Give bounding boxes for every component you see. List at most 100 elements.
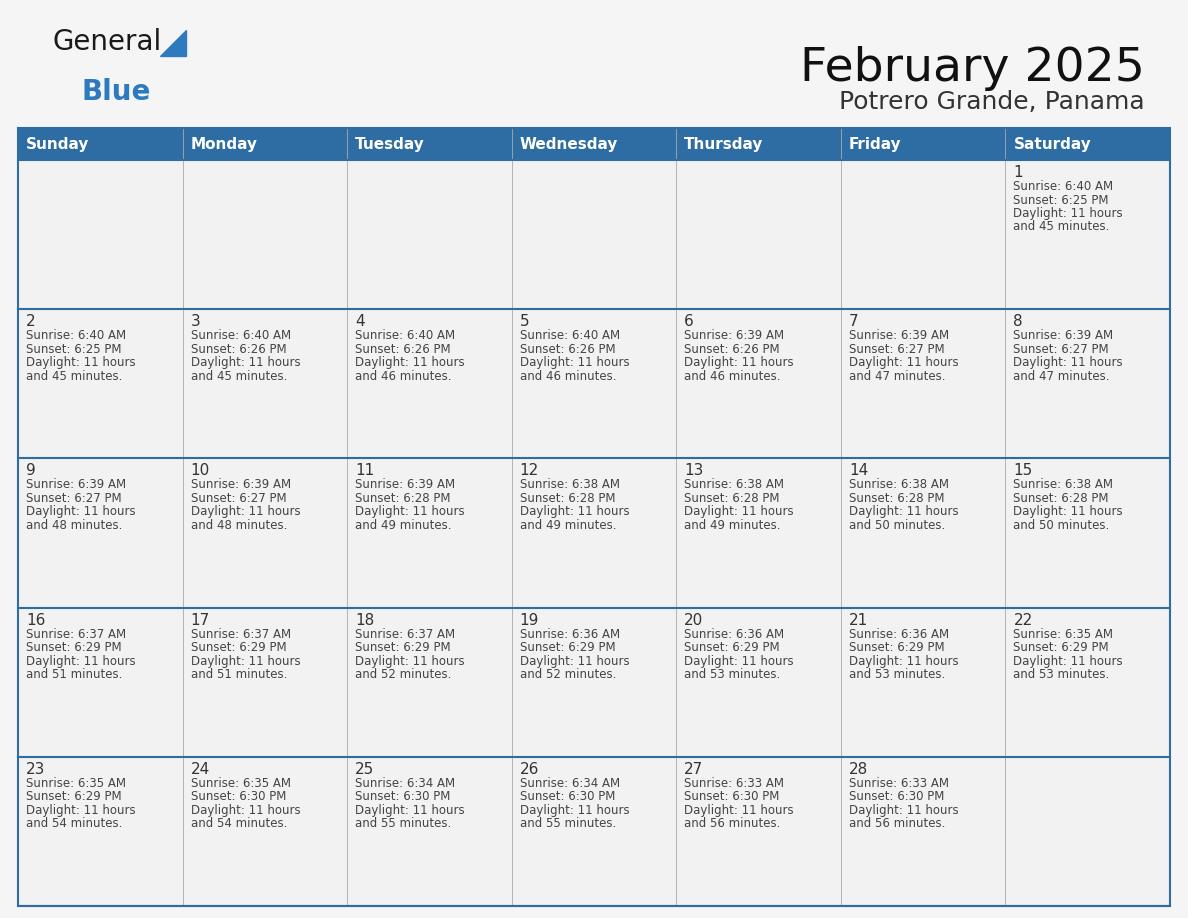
Text: Sunrise: 6:39 AM: Sunrise: 6:39 AM: [684, 330, 784, 342]
Bar: [347, 160, 512, 309]
Text: Sunset: 6:29 PM: Sunset: 6:29 PM: [1013, 641, 1110, 655]
Text: Sunset: 6:29 PM: Sunset: 6:29 PM: [684, 641, 779, 655]
Bar: [183, 309, 347, 458]
Text: Sunrise: 6:34 AM: Sunrise: 6:34 AM: [519, 777, 620, 789]
Text: Daylight: 11 hours: Daylight: 11 hours: [26, 804, 135, 817]
Text: Daylight: 11 hours: Daylight: 11 hours: [1013, 207, 1123, 220]
Text: and 55 minutes.: and 55 minutes.: [519, 817, 615, 830]
Text: Sunset: 6:30 PM: Sunset: 6:30 PM: [355, 790, 450, 803]
Text: Sunrise: 6:38 AM: Sunrise: 6:38 AM: [1013, 478, 1113, 491]
Bar: [183, 458, 347, 608]
Text: Sunrise: 6:38 AM: Sunrise: 6:38 AM: [519, 478, 620, 491]
Text: Monday: Monday: [190, 137, 258, 151]
Bar: [676, 756, 841, 906]
Text: Sunset: 6:29 PM: Sunset: 6:29 PM: [519, 641, 615, 655]
Text: 24: 24: [190, 762, 210, 777]
Bar: [347, 458, 512, 608]
Text: Daylight: 11 hours: Daylight: 11 hours: [26, 655, 135, 667]
Text: Sunrise: 6:39 AM: Sunrise: 6:39 AM: [190, 478, 291, 491]
Text: and 52 minutes.: and 52 minutes.: [355, 668, 451, 681]
Text: 21: 21: [849, 612, 868, 628]
Text: Sunset: 6:26 PM: Sunset: 6:26 PM: [684, 342, 779, 355]
Text: Friday: Friday: [849, 137, 902, 151]
Text: and 50 minutes.: and 50 minutes.: [849, 519, 946, 532]
Text: Sunrise: 6:37 AM: Sunrise: 6:37 AM: [190, 628, 291, 641]
Bar: [183, 756, 347, 906]
Text: Daylight: 11 hours: Daylight: 11 hours: [684, 356, 794, 369]
Text: Sunrise: 6:37 AM: Sunrise: 6:37 AM: [26, 628, 126, 641]
Text: 2: 2: [26, 314, 36, 330]
Text: 17: 17: [190, 612, 210, 628]
Text: Sunrise: 6:40 AM: Sunrise: 6:40 AM: [1013, 180, 1113, 193]
Text: and 45 minutes.: and 45 minutes.: [26, 370, 122, 383]
Bar: [347, 608, 512, 756]
Text: 7: 7: [849, 314, 859, 330]
Bar: [1005, 160, 1170, 309]
Text: Daylight: 11 hours: Daylight: 11 hours: [26, 356, 135, 369]
Bar: [512, 608, 676, 756]
Text: Daylight: 11 hours: Daylight: 11 hours: [26, 506, 135, 519]
Text: 4: 4: [355, 314, 365, 330]
Text: and 45 minutes.: and 45 minutes.: [190, 370, 287, 383]
Text: Daylight: 11 hours: Daylight: 11 hours: [1013, 506, 1123, 519]
Text: and 46 minutes.: and 46 minutes.: [684, 370, 781, 383]
Text: and 56 minutes.: and 56 minutes.: [684, 817, 781, 830]
Text: and 53 minutes.: and 53 minutes.: [1013, 668, 1110, 681]
Text: Sunday: Sunday: [26, 137, 89, 151]
Text: Sunrise: 6:40 AM: Sunrise: 6:40 AM: [355, 330, 455, 342]
Text: Sunrise: 6:37 AM: Sunrise: 6:37 AM: [355, 628, 455, 641]
Text: Wednesday: Wednesday: [519, 137, 618, 151]
Text: and 54 minutes.: and 54 minutes.: [26, 817, 122, 830]
Text: Daylight: 11 hours: Daylight: 11 hours: [519, 506, 630, 519]
Text: Sunset: 6:28 PM: Sunset: 6:28 PM: [849, 492, 944, 505]
Text: and 49 minutes.: and 49 minutes.: [684, 519, 781, 532]
Bar: [512, 756, 676, 906]
Bar: [18, 160, 183, 309]
Text: and 53 minutes.: and 53 minutes.: [684, 668, 781, 681]
Text: Sunset: 6:27 PM: Sunset: 6:27 PM: [190, 492, 286, 505]
Text: 9: 9: [26, 464, 36, 478]
Text: Sunrise: 6:40 AM: Sunrise: 6:40 AM: [519, 330, 620, 342]
Text: 23: 23: [26, 762, 45, 777]
Text: Sunset: 6:29 PM: Sunset: 6:29 PM: [190, 641, 286, 655]
Bar: [512, 458, 676, 608]
Text: and 52 minutes.: and 52 minutes.: [519, 668, 617, 681]
Bar: [18, 309, 183, 458]
Text: General: General: [52, 28, 162, 56]
Text: Sunset: 6:28 PM: Sunset: 6:28 PM: [1013, 492, 1108, 505]
Text: Daylight: 11 hours: Daylight: 11 hours: [684, 804, 794, 817]
Text: Tuesday: Tuesday: [355, 137, 425, 151]
Text: Sunset: 6:28 PM: Sunset: 6:28 PM: [355, 492, 450, 505]
Text: Daylight: 11 hours: Daylight: 11 hours: [849, 356, 959, 369]
Bar: [841, 756, 1005, 906]
Bar: [512, 160, 676, 309]
Bar: [1005, 608, 1170, 756]
Text: Daylight: 11 hours: Daylight: 11 hours: [849, 506, 959, 519]
Text: Sunset: 6:30 PM: Sunset: 6:30 PM: [519, 790, 615, 803]
Text: Sunrise: 6:34 AM: Sunrise: 6:34 AM: [355, 777, 455, 789]
Text: Daylight: 11 hours: Daylight: 11 hours: [190, 804, 301, 817]
Text: Sunset: 6:27 PM: Sunset: 6:27 PM: [849, 342, 944, 355]
Text: Sunset: 6:30 PM: Sunset: 6:30 PM: [684, 790, 779, 803]
Text: Sunrise: 6:39 AM: Sunrise: 6:39 AM: [1013, 330, 1113, 342]
Text: Thursday: Thursday: [684, 137, 764, 151]
Text: Daylight: 11 hours: Daylight: 11 hours: [1013, 356, 1123, 369]
Text: 19: 19: [519, 612, 539, 628]
Text: Sunrise: 6:39 AM: Sunrise: 6:39 AM: [849, 330, 949, 342]
Text: and 47 minutes.: and 47 minutes.: [849, 370, 946, 383]
Text: Daylight: 11 hours: Daylight: 11 hours: [849, 804, 959, 817]
Bar: [183, 608, 347, 756]
Bar: [18, 608, 183, 756]
Bar: [1005, 309, 1170, 458]
Text: Sunrise: 6:39 AM: Sunrise: 6:39 AM: [26, 478, 126, 491]
Bar: [512, 309, 676, 458]
Text: and 45 minutes.: and 45 minutes.: [1013, 220, 1110, 233]
Text: Daylight: 11 hours: Daylight: 11 hours: [849, 655, 959, 667]
Bar: [347, 756, 512, 906]
Text: 27: 27: [684, 762, 703, 777]
Text: Sunset: 6:26 PM: Sunset: 6:26 PM: [355, 342, 450, 355]
Bar: [1005, 458, 1170, 608]
Text: and 49 minutes.: and 49 minutes.: [519, 519, 617, 532]
Text: Sunset: 6:27 PM: Sunset: 6:27 PM: [26, 492, 121, 505]
Text: 18: 18: [355, 612, 374, 628]
